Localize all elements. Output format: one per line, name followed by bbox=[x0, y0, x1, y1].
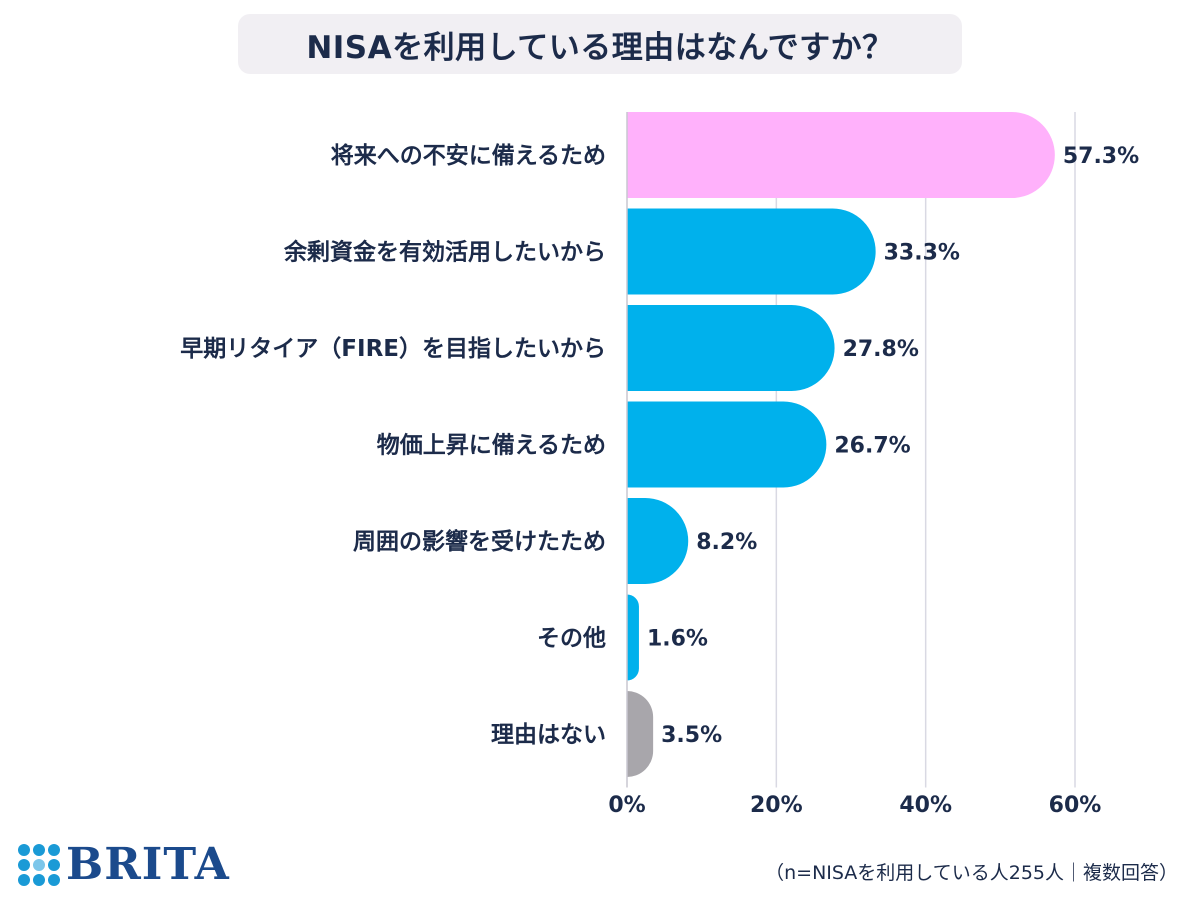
sample-note: （n=NISAを利用している人255人｜複数回答） bbox=[765, 862, 1178, 884]
brita-logo: BRITA bbox=[18, 843, 230, 887]
x-tick-label: 0% bbox=[608, 793, 645, 818]
category-label: 早期リタイア（FIRE）を目指したいから bbox=[180, 335, 606, 362]
data-label: 33.3% bbox=[884, 241, 960, 266]
title-box: NISAを利用している理由はなんですか？ bbox=[238, 14, 962, 74]
bar bbox=[627, 305, 835, 391]
bar bbox=[627, 691, 654, 777]
bar bbox=[627, 594, 639, 681]
bar bbox=[627, 112, 1055, 198]
data-label: 57.3% bbox=[1063, 144, 1139, 169]
category-label: 将来への不安に備えるため bbox=[331, 142, 606, 169]
x-tick-label: 40% bbox=[899, 793, 952, 818]
data-label: 8.2% bbox=[696, 530, 757, 555]
bar bbox=[627, 401, 827, 488]
category-label: 理由はない bbox=[491, 722, 606, 748]
dots-grid-icon bbox=[18, 844, 60, 886]
category-label: 周囲の影響を受けたため bbox=[353, 528, 606, 555]
chart-title: NISAを利用している理由はなんですか？ bbox=[306, 29, 894, 66]
logo-text: BRITA bbox=[66, 839, 230, 890]
category-label: 物価上昇に備えるため bbox=[377, 432, 606, 459]
x-tick-label: 20% bbox=[750, 793, 803, 818]
data-label: 27.8% bbox=[843, 337, 919, 362]
data-label: 26.7% bbox=[834, 434, 910, 459]
data-label: 3.5% bbox=[661, 723, 722, 748]
category-label: 余剰資金を有効活用したいから bbox=[283, 239, 606, 266]
category-label: その他 bbox=[537, 626, 606, 652]
bar bbox=[627, 498, 689, 584]
x-tick-label: 60% bbox=[1049, 793, 1102, 818]
data-label: 1.6% bbox=[647, 627, 708, 652]
bar bbox=[627, 208, 876, 295]
